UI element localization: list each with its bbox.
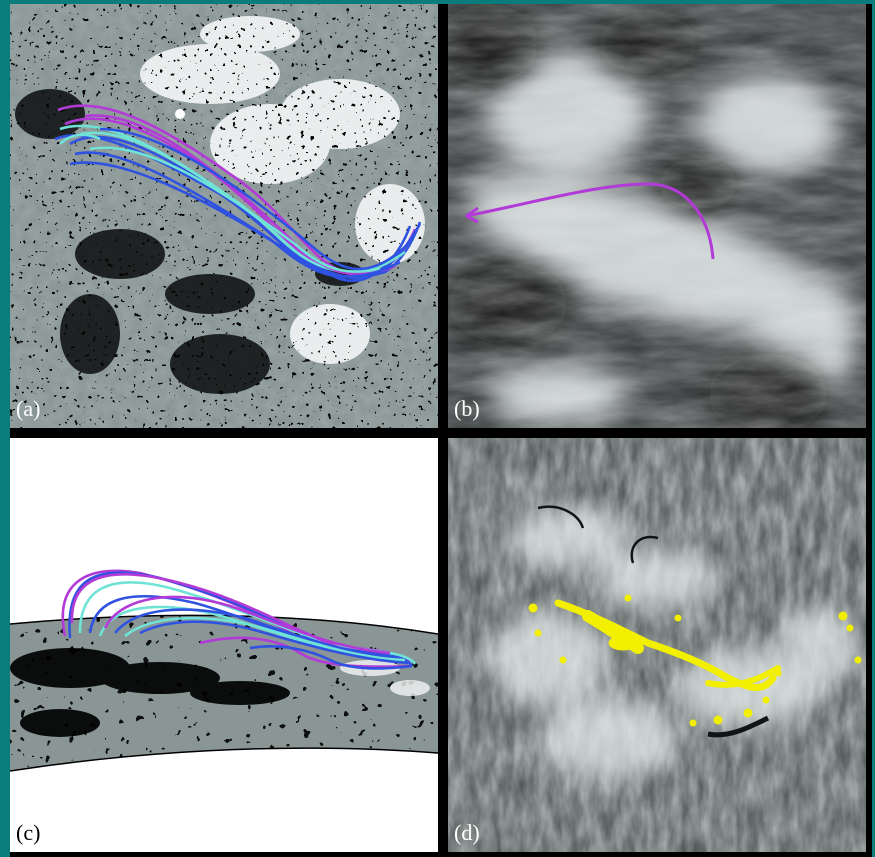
panel-b: (b) (448, 4, 866, 428)
panel-label-d: (d) (454, 820, 480, 845)
halpha-image (448, 438, 866, 852)
euv-image (448, 4, 866, 428)
panel-c: (c) (10, 438, 438, 852)
panel-d: (d) (448, 438, 866, 852)
panel-label-b: (b) (454, 396, 480, 421)
magnetogram-image (10, 438, 438, 852)
panel-label-a: (a) (16, 396, 41, 421)
magnetogram-image (10, 4, 438, 428)
panel-label-c: (c) (16, 820, 41, 845)
panel-a: (a) (10, 4, 438, 428)
